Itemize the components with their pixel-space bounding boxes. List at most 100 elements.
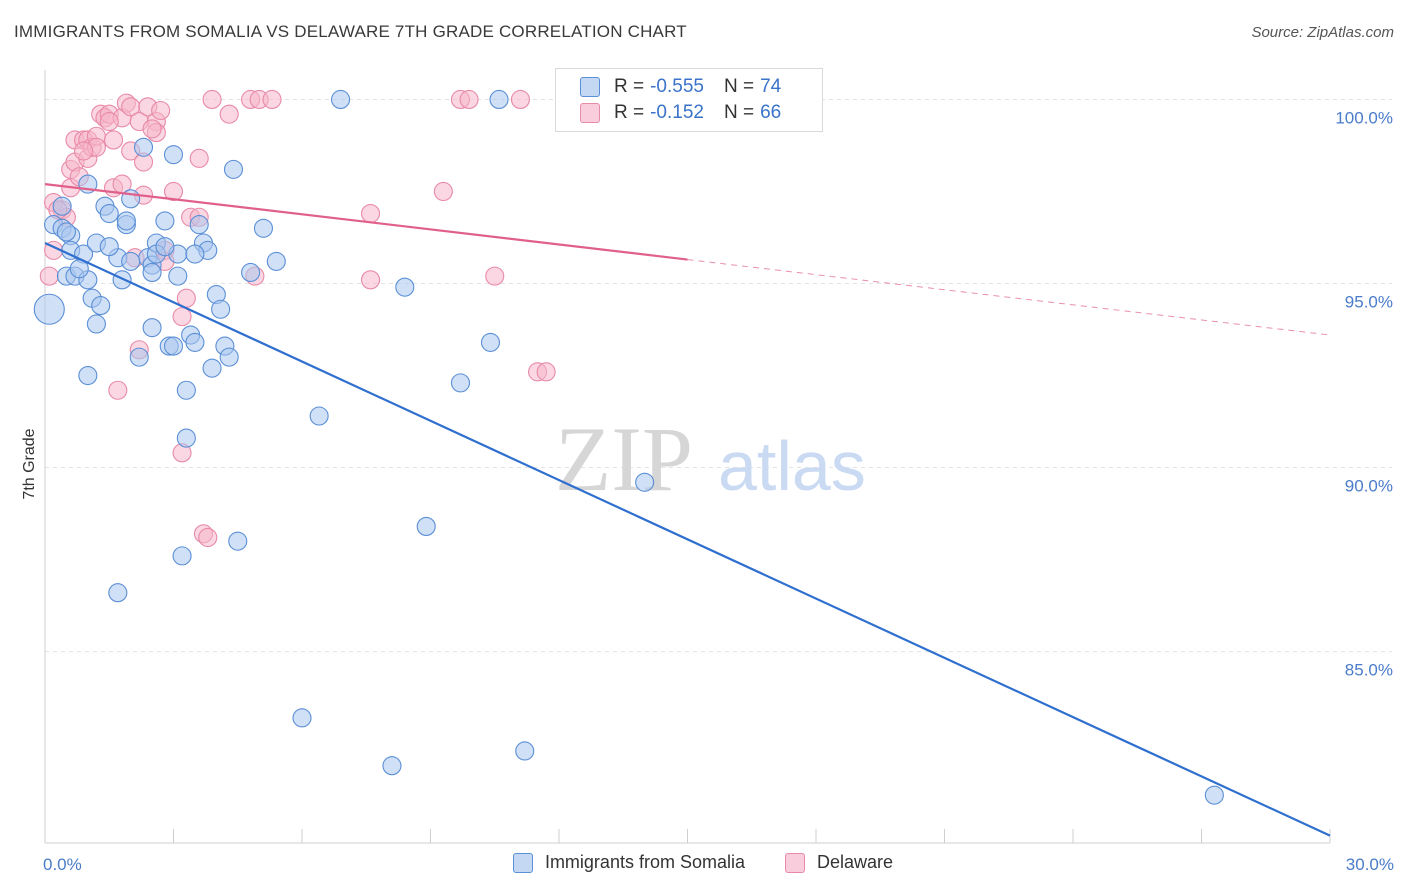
stats-legend: R = -0.555 N = 74 R = -0.152 N = 66	[555, 68, 823, 132]
legend-n-label: N =	[723, 76, 755, 97]
x-tick-label: 0.0%	[43, 855, 82, 874]
legend-row-somalia: R = -0.555 N = 74	[580, 75, 781, 99]
somalia-point	[1204, 785, 1224, 805]
delaware-point	[536, 362, 556, 382]
delaware-point	[99, 111, 119, 132]
y-axis-label: 7th Grade	[21, 428, 38, 499]
delaware-point	[103, 130, 124, 150]
somalia-point	[133, 137, 154, 157]
somalia-point	[142, 318, 162, 338]
somalia-point	[86, 314, 106, 334]
somalia-point	[489, 89, 509, 109]
series-legend-somalia: Immigrants from Somalia	[512, 852, 745, 873]
y-tick-label: 85.0%	[1345, 661, 1393, 680]
delaware-point	[198, 527, 218, 548]
somalia-point	[309, 406, 329, 426]
trend-line-dashed	[687, 259, 1331, 336]
series-legend-delaware: Delaware	[785, 852, 893, 873]
series-label-somalia: Immigrants from Somalia	[544, 852, 745, 872]
somalia-point	[56, 222, 76, 242]
series-swatch-delaware	[785, 852, 805, 873]
trend-line-solid	[44, 183, 688, 261]
gridlines	[45, 98, 1392, 653]
legend-swatch-delaware	[580, 103, 600, 123]
somalia-point	[515, 741, 535, 761]
series-swatch-somalia	[512, 852, 533, 873]
chart-title: IMMIGRANTS FROM SOMALIA VS DELAWARE 7TH …	[14, 22, 687, 41]
somalia-point	[99, 237, 119, 257]
legend-r-label: R =	[614, 102, 645, 123]
somalia-point	[33, 293, 65, 325]
delaware-point	[510, 89, 531, 109]
somalia-point	[330, 89, 351, 109]
legend-r-value: -0.152	[650, 102, 704, 123]
somalia-point	[185, 244, 205, 264]
delaware-point	[360, 204, 381, 224]
somalia-point	[266, 251, 286, 271]
delaware-points	[39, 89, 556, 548]
somalia-point	[211, 299, 231, 319]
somalia-point	[176, 428, 196, 448]
delaware-point	[142, 119, 162, 139]
legend-n-label: N =	[723, 102, 755, 123]
somalia-point	[241, 262, 261, 283]
delaware-point	[485, 266, 505, 286]
somalia-point	[253, 218, 274, 238]
somalia-point	[99, 204, 119, 224]
somalia-point	[116, 211, 136, 231]
y-tick-label: 90.0%	[1345, 477, 1393, 496]
watermark-zip: ZIP	[555, 408, 693, 510]
somalia-point	[112, 270, 132, 290]
somalia-point	[189, 215, 209, 235]
somalia-point	[129, 347, 149, 367]
somalia-point	[416, 516, 436, 536]
delaware-point	[39, 266, 59, 286]
somalia-point	[91, 296, 111, 316]
source-label: Source: ZipAtlas.com	[1251, 24, 1394, 41]
watermark-atlas: atlas	[718, 427, 866, 505]
delaware-point	[151, 100, 171, 121]
delaware-point	[360, 270, 381, 290]
somalia-point	[163, 145, 184, 165]
series-label-delaware: Delaware	[817, 852, 894, 872]
tick-labels: 100.0% 95.0% 90.0% 85.0% 0.0% 30.0%	[43, 108, 1394, 874]
somalia-point	[202, 358, 222, 378]
somalia-point	[172, 546, 192, 566]
x-tick-label: 30.0%	[1346, 855, 1394, 874]
series-legend: Immigrants from Somalia Delaware	[0, 852, 1406, 873]
legend-r-label: R =	[614, 76, 645, 97]
legend-r-value: -0.555	[650, 76, 704, 97]
y-tick-label: 100.0%	[1335, 108, 1393, 127]
somalia-point	[121, 251, 141, 271]
delaware-point	[172, 307, 192, 327]
delaware-point	[459, 89, 479, 109]
somalia-point	[223, 159, 244, 179]
legend-row-delaware: R = -0.152 N = 66	[580, 101, 781, 125]
legend-n-value: 66	[760, 102, 782, 123]
somalia-point	[142, 262, 162, 283]
somalia-point	[185, 332, 205, 352]
watermark: ZIP atlas	[555, 408, 866, 510]
somalia-point	[155, 237, 175, 257]
delaware-point	[219, 104, 239, 124]
somalia-point	[382, 756, 402, 776]
somalia-point	[219, 347, 239, 367]
somalia-point	[52, 196, 72, 216]
somalia-point	[168, 266, 188, 286]
somalia-point	[155, 211, 175, 231]
somalia-point	[292, 708, 312, 728]
legend-n-value: 74	[760, 76, 782, 97]
somalia-point	[228, 531, 248, 551]
somalia-point	[480, 332, 501, 352]
delaware-point	[163, 181, 184, 202]
somalia-point	[78, 365, 98, 386]
trend-lines	[44, 183, 1331, 837]
delaware-point	[108, 380, 128, 400]
somalia-point	[635, 472, 655, 492]
somalia-point	[108, 583, 128, 603]
axes	[44, 70, 1331, 844]
delaware-point	[202, 89, 222, 109]
delaware-point	[262, 89, 282, 109]
delaware-point	[189, 148, 209, 168]
